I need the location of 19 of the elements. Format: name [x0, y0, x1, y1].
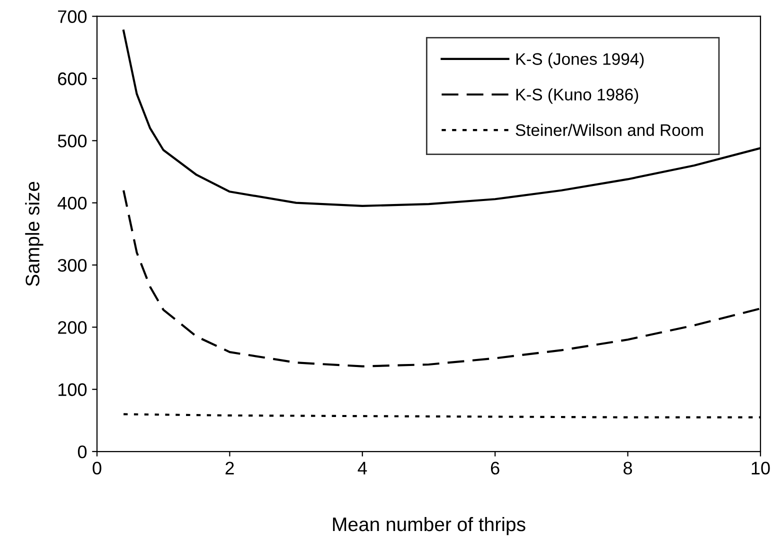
x-tick-label: 2	[226, 462, 234, 474]
y-tick-label: 500	[58, 134, 87, 148]
x-tick-label: 4	[358, 462, 367, 474]
legend-label: Steiner/Wilson and Room	[516, 124, 703, 136]
y-axis-title: Sample size	[25, 182, 44, 286]
x-tick-label: 0	[92, 462, 102, 475]
x-tick-label: 8	[624, 462, 632, 475]
x-tick-label: 6	[490, 462, 500, 475]
x-tick-label: 10	[752, 462, 770, 475]
legend-label: K-S (Kuno 1986)	[516, 88, 638, 104]
y-tick-label: 400	[58, 196, 87, 210]
legend-label: K-S (Jones 1994)	[516, 52, 644, 68]
y-tick-label: 200	[58, 321, 87, 334]
y-tick-label: 600	[58, 72, 87, 86]
x-axis-title: Mean number of thrips	[333, 516, 526, 536]
y-tick-label: 700	[58, 10, 87, 24]
y-tick-label: 300	[58, 258, 87, 272]
y-tick-label: 0	[78, 445, 87, 458]
y-tick-label: 100	[58, 383, 87, 396]
